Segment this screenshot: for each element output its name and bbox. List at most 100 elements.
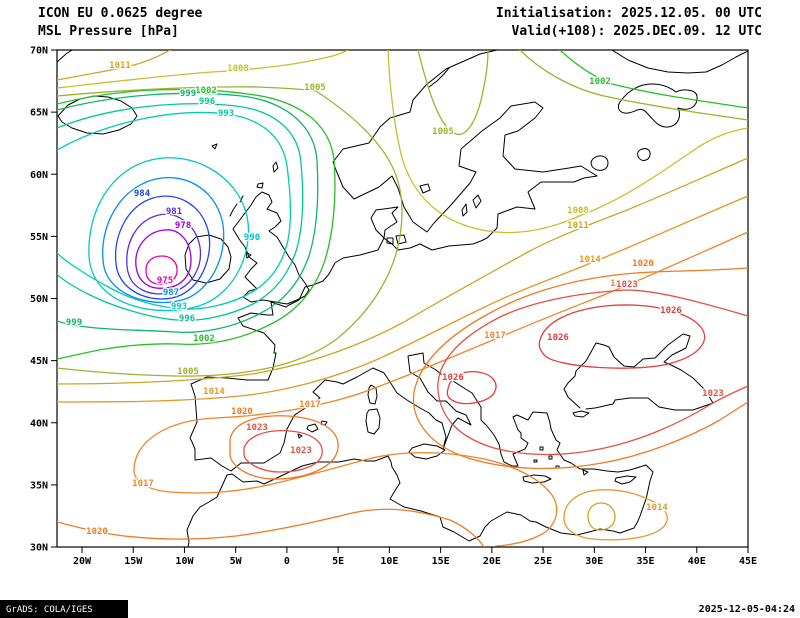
contour-label: 1014	[203, 387, 225, 397]
contour-label: 1008	[227, 64, 249, 74]
contour-label: 1014	[579, 255, 601, 265]
isobar-1014-main	[57, 195, 748, 403]
isobar-987	[102, 176, 225, 304]
isobar-1002	[57, 88, 336, 360]
isobar-1026-blacksea	[538, 304, 706, 369]
coastline-gotland	[472, 194, 482, 209]
init-time: Initialisation: 2025.12.05. 00 UTC	[496, 6, 762, 21]
coastline-crete	[522, 474, 552, 484]
lon-label: 40E	[688, 556, 706, 567]
lat-label: 70N	[30, 46, 48, 57]
contour-label: 1020	[632, 259, 654, 269]
coastline-orkney	[256, 182, 264, 189]
lat-label: 40N	[30, 418, 48, 429]
isobar-1023-iberia	[243, 430, 323, 473]
isobar-1008-nw	[57, 50, 349, 89]
contour-label: 1002	[193, 334, 215, 344]
isobar-1023-high	[437, 289, 748, 456]
contour-label: 1005	[304, 83, 326, 93]
lat-label: 45N	[30, 356, 48, 367]
contour-label: 1017	[610, 279, 632, 289]
lon-label: 35E	[637, 556, 655, 567]
isobar-1026-balkan	[446, 371, 497, 405]
contour-label: 1023	[702, 389, 724, 399]
contour-label: 1011	[109, 61, 131, 71]
contour-label: 975	[157, 276, 173, 286]
coastline-danish-isles	[386, 234, 407, 245]
coastline-sardinia	[365, 408, 381, 435]
contour-label: 1017	[299, 400, 321, 410]
axis-labels: 70N 65N 60N 55N 50N 45N 40N 35N 30N 20W 15W 10W 5W 0 5…	[30, 46, 757, 568]
isobar-1011-main	[57, 157, 748, 385]
isobar-984	[114, 195, 211, 300]
contour-label: 1026	[442, 373, 464, 383]
lat-label: 55N	[30, 232, 48, 243]
isobar-990	[88, 157, 250, 312]
coastline-lofoten	[428, 67, 450, 88]
contour-label: 1026	[547, 333, 569, 343]
lat-label: 30N	[30, 543, 48, 554]
field-title: MSL Pressure [hPa]	[38, 24, 179, 39]
isobar-1005-trough	[417, 50, 489, 135]
contour-labels: 1011 100810051002999996993100210059849819…	[65, 60, 725, 539]
contour-label: 1002	[589, 77, 611, 87]
isobar-1020-high	[412, 267, 748, 470]
contour-label: 996	[199, 97, 215, 107]
lon-label: 15W	[124, 556, 143, 567]
isobar-1011-egypt	[587, 502, 616, 531]
lon-label: 5E	[332, 556, 344, 567]
lat-label: 35N	[30, 480, 48, 491]
coastline-isle-of-man	[245, 251, 252, 259]
isobar-1014-egypt	[563, 489, 668, 541]
coastline-ireland	[184, 234, 232, 284]
lat-label: 50N	[30, 294, 48, 305]
model-title: ICON EU 0.0625 degree	[38, 6, 203, 21]
coastline-oland	[461, 203, 468, 217]
isobar-996	[57, 103, 304, 322]
contour-label: 987	[163, 288, 179, 298]
lake-onega	[637, 148, 651, 161]
contour-label: 990	[244, 233, 260, 243]
lon-label: 15E	[432, 556, 450, 567]
grads-brand-patch	[0, 600, 128, 618]
contour-label: 1002	[195, 86, 217, 96]
coastline-great-britain	[232, 191, 310, 305]
valid-time: Valid(+108): 2025.DEC.09. 12 UTC	[512, 24, 762, 39]
isobar-999	[57, 92, 319, 334]
lat-label: 60N	[30, 170, 48, 181]
contour-label: 1023	[616, 280, 638, 290]
lon-label: 20E	[483, 556, 501, 567]
coastlines	[57, 50, 748, 547]
contour-label: 984	[134, 189, 151, 199]
contour-label: 1014	[646, 503, 668, 513]
isobar-993	[57, 111, 292, 310]
lake-ladoga	[590, 155, 609, 171]
coastline-shetland	[272, 161, 279, 173]
lake-vanern	[419, 183, 431, 194]
lon-label: 5W	[230, 556, 243, 567]
coastline-corsica	[367, 384, 378, 405]
contour-label: 1017	[484, 331, 506, 341]
contour-label: 1008	[567, 206, 589, 216]
coastline-aegean-islands	[533, 446, 589, 476]
isobar-1005-ne	[519, 50, 748, 121]
coastline-hebrides	[229, 195, 244, 217]
coastline-sea-of-marmara	[572, 410, 590, 418]
contour-label: 999	[66, 318, 82, 328]
coastline-faroes	[211, 143, 218, 150]
contour-label: 1023	[246, 423, 268, 433]
contour-label: 999	[180, 89, 196, 99]
isobar-978	[135, 229, 192, 289]
isobar-1020-iberia	[229, 415, 339, 480]
lon-label: 30E	[585, 556, 603, 567]
isobar-1011-nw	[57, 50, 171, 81]
coastline-white-sea	[617, 83, 698, 128]
lon-label: 20W	[73, 556, 92, 567]
contour-label: 1005	[177, 367, 199, 377]
lon-label: 45E	[739, 556, 757, 567]
isobar-1005	[57, 86, 403, 377]
coastline-black-sea	[563, 333, 714, 411]
contour-label: 1020	[231, 407, 253, 417]
